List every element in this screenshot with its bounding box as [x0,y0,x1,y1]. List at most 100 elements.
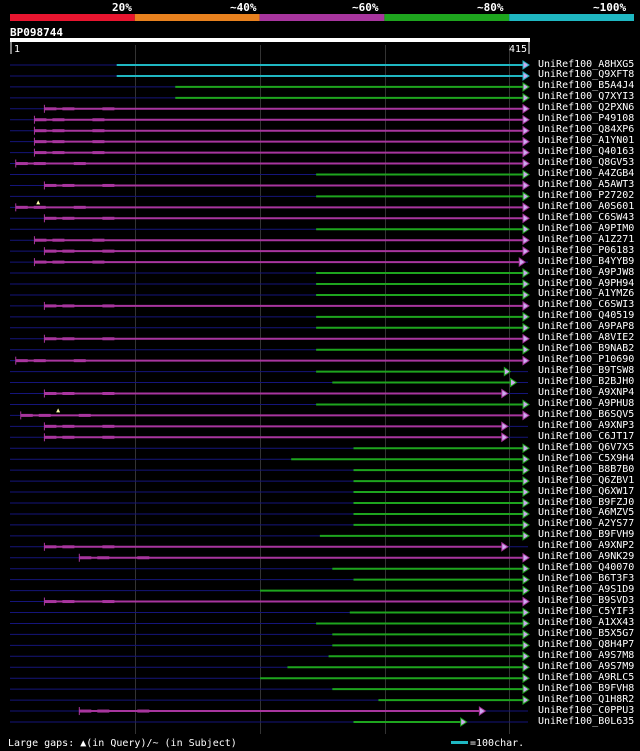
hit-label[interactable]: UniRef100_A0S601 [538,200,635,212]
hit-UniRef100_A9PJW8 [10,268,530,278]
hit-label[interactable]: UniRef100_B5A4J4 [538,80,635,92]
scale-legend-text: =100char. [470,738,525,749]
hit-end-arrow [522,410,530,421]
hit-end-arrow [522,311,530,322]
hit-label[interactable]: UniRef100_C6SW43 [538,211,635,223]
hit-label[interactable]: UniRef100_B2BJH0 [538,376,635,388]
hit-label[interactable]: UniRef100_A9S7M8 [538,649,635,661]
hit-label[interactable]: UniRef100_P27202 [538,189,635,201]
hit-UniRef100_A0S601 [10,200,530,213]
hit-label[interactable]: UniRef100_A9PAP8 [538,321,635,333]
hit-label[interactable]: UniRef100_Q84XP6 [538,124,635,136]
hit-label[interactable]: UniRef100_A9RLC5 [538,671,635,683]
hit-end-arrow [522,169,530,180]
hit-label[interactable]: UniRef100_B9NAB2 [538,343,635,355]
hit-UniRef100_A9XNP3 [10,421,528,432]
hit-end-arrow [522,355,530,366]
hit-label[interactable]: UniRef100_Q40519 [538,310,635,322]
hit-label[interactable]: UniRef100_B8B7B0 [538,463,635,475]
hit-bar-thick-2 [102,600,115,604]
hit-label[interactable]: UniRef100_A1Z271 [538,233,635,245]
hit-UniRef100_C6SWI3 [10,300,530,311]
hit-label[interactable]: UniRef100_Q1H8R2 [538,693,635,705]
hit-label[interactable]: UniRef100_A1XX43 [538,616,635,628]
hit-label[interactable]: UniRef100_B9TSW8 [538,365,635,377]
hit-end-arrow [522,180,530,191]
hit-label[interactable]: UniRef100_C0PPU3 [538,704,635,716]
hit-label[interactable]: UniRef100_Q6V7X5 [538,441,635,453]
hit-label[interactable]: UniRef100_P06183 [538,244,635,256]
hit-label[interactable]: UniRef100_Q8H4P7 [538,638,635,650]
hit-label[interactable]: UniRef100_C5X9H4 [538,452,635,464]
hit-label[interactable]: UniRef100_B6SQV5 [538,408,635,420]
hit-label[interactable]: UniRef100_A4ZGB4 [538,168,635,179]
hit-label[interactable]: UniRef100_Q7XYI3 [538,91,635,103]
hit-label[interactable]: UniRef100_B0L635 [538,715,635,727]
hit-UniRef100_A9XNP4 [10,388,528,399]
hit-label[interactable]: UniRef100_Q8GV53 [538,157,635,169]
hit-end-arrow [522,213,530,224]
hit-end-arrow [522,103,530,114]
hit-label[interactable]: UniRef100_A5AWT3 [538,178,635,190]
hit-label[interactable]: UniRef100_A6MZV5 [538,507,635,519]
hit-end-arrow [522,92,530,103]
hit-UniRef100_A9PAP8 [10,322,530,333]
hit-label[interactable]: UniRef100_A9PH94 [538,277,635,289]
hit-label[interactable]: UniRef100_Q6XW17 [538,485,635,497]
hit-label[interactable]: UniRef100_B4YYB9 [538,255,635,267]
hit-label[interactable]: UniRef100_Q40163 [538,146,635,158]
hit-label[interactable]: UniRef100_A9NK29 [538,551,635,563]
hit-UniRef100_A9NK29 [10,552,530,563]
hit-label[interactable]: UniRef100_Q40070 [538,562,635,574]
hit-label[interactable]: UniRef100_A9XNP3 [538,419,635,431]
hit-end-arrow [460,717,468,727]
hit-UniRef100_A8HXG5 [10,60,530,70]
hit-label[interactable]: UniRef100_A9PIM0 [538,222,635,234]
hit-label[interactable]: UniRef100_B9FVH8 [538,682,635,694]
hit-label[interactable]: UniRef100_A9PHU8 [538,397,635,409]
hit-UniRef100_A8VIE2 [10,333,530,344]
hit-UniRef100_A1YMZ6 [10,290,530,300]
hit-bar-thick-2 [137,709,150,713]
hit-label[interactable]: UniRef100_P10690 [538,354,635,366]
hit-UniRef100_Q40070 [10,563,530,574]
hit-label[interactable]: UniRef100_B9FZJ0 [538,496,635,508]
hit-UniRef100_B6SQV5 [10,408,530,421]
hit-UniRef100_B9FVH9 [10,530,530,541]
hit-label[interactable]: UniRef100_B5X5G7 [538,627,635,639]
hit-label[interactable]: UniRef100_B6T3F3 [538,573,635,585]
hit-label[interactable]: UniRef100_C6JT17 [538,430,635,442]
hit-bar-thick-1 [52,129,65,133]
hit-label[interactable]: UniRef100_A9S7M9 [538,660,635,672]
hit-label[interactable]: UniRef100_C5YIF3 [538,606,635,617]
hit-UniRef100_A2YS77 [10,519,530,530]
hit-label[interactable]: UniRef100_B9SVD3 [538,595,635,607]
hit-UniRef100_B9NAB2 [10,344,530,355]
hit-UniRef100_B5X5G7 [10,629,530,640]
hit-end-arrow [522,136,530,147]
hit-UniRef100_P06183 [10,246,530,257]
query-gap-marker [56,408,61,413]
hit-end-arrow [522,552,530,563]
hit-label[interactable]: UniRef100_A9S1D9 [538,584,635,596]
hit-bar-thick-1 [62,424,75,428]
hit-label[interactable]: UniRef100_Q2PXN6 [538,102,635,114]
hit-UniRef100_B8B7B0 [10,465,530,476]
hit-label[interactable]: UniRef100_A8HXG5 [538,58,635,70]
hit-label[interactable]: UniRef100_A2YS77 [538,518,635,530]
hit-bar-thick-1 [62,249,75,253]
hit-label[interactable]: UniRef100_A9XNP4 [538,387,635,398]
hit-end-arrow [522,114,530,125]
hit-label[interactable]: UniRef100_B9FVH9 [538,529,635,541]
hit-label[interactable]: UniRef100_C6SWI3 [538,299,635,311]
hit-label[interactable]: UniRef100_Q6ZBV1 [538,474,635,486]
hit-label[interactable]: UniRef100_A1YMZ6 [538,288,635,300]
hit-label[interactable]: UniRef100_A9XNP2 [538,540,635,552]
hit-label[interactable]: UniRef100_P49108 [538,113,635,125]
hit-label[interactable]: UniRef100_A1YN01 [538,135,635,147]
hit-label[interactable]: UniRef100_A8VIE2 [538,332,635,344]
hit-label[interactable]: UniRef100_Q9XFT8 [538,69,635,81]
hit-end-arrow [522,607,530,618]
hit-label[interactable]: UniRef100_A9PJW8 [538,266,635,278]
hit-end-arrow [522,235,530,246]
